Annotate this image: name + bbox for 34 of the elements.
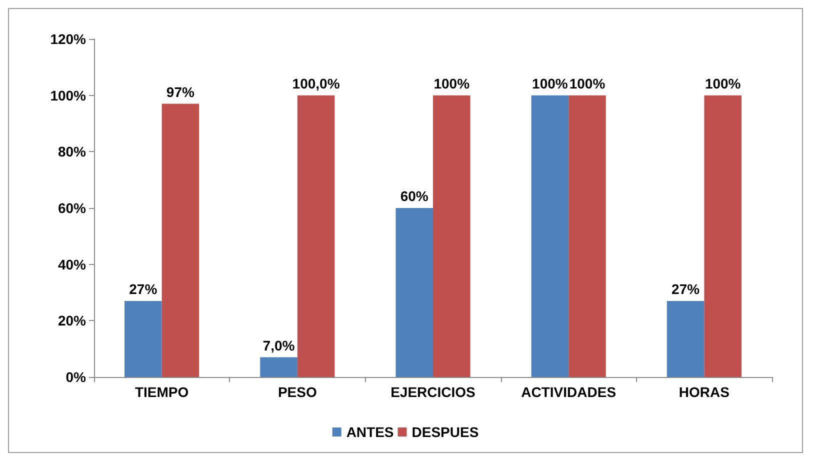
y-tick-label: 100%: [50, 87, 87, 104]
bar: [531, 95, 569, 377]
legend-label: ANTES: [346, 424, 394, 440]
bar: [162, 104, 200, 377]
data-label: 100%: [532, 75, 568, 92]
y-tick-label: 0%: [66, 369, 87, 385]
data-label: 100%: [569, 75, 606, 92]
x-tick-label: TIEMPO: [134, 384, 189, 400]
bar: [396, 208, 433, 377]
legend-label: DESPUES: [412, 424, 479, 440]
y-tick-label: 80%: [58, 144, 87, 160]
bar: [568, 95, 606, 377]
data-label: 27%: [672, 280, 700, 297]
data-label: 100%: [434, 75, 470, 92]
data-label: 27%: [129, 280, 158, 297]
y-tick-label: 40%: [58, 256, 87, 272]
data-label: 60%: [400, 188, 429, 204]
x-tick-label: EJERCICIOS: [390, 384, 476, 400]
data-label: 100,0%: [292, 75, 340, 92]
bar: [704, 95, 742, 377]
x-tick-label: ACTIVIDADES: [521, 384, 616, 400]
bar: [666, 300, 704, 377]
bar: [433, 95, 470, 377]
y-tick-label: 120%: [50, 31, 87, 47]
bar: [260, 357, 298, 377]
x-tick-label: PESO: [278, 384, 317, 400]
y-tick-label: 20%: [58, 312, 87, 329]
data-label: 7,0%: [262, 337, 296, 354]
data-label: 100%: [704, 75, 742, 92]
bar: [124, 300, 162, 377]
data-label: 97%: [166, 84, 195, 100]
bar: [297, 95, 335, 377]
y-tick-label: 60%: [58, 200, 87, 216]
x-tick-label: HORAS: [678, 384, 730, 400]
